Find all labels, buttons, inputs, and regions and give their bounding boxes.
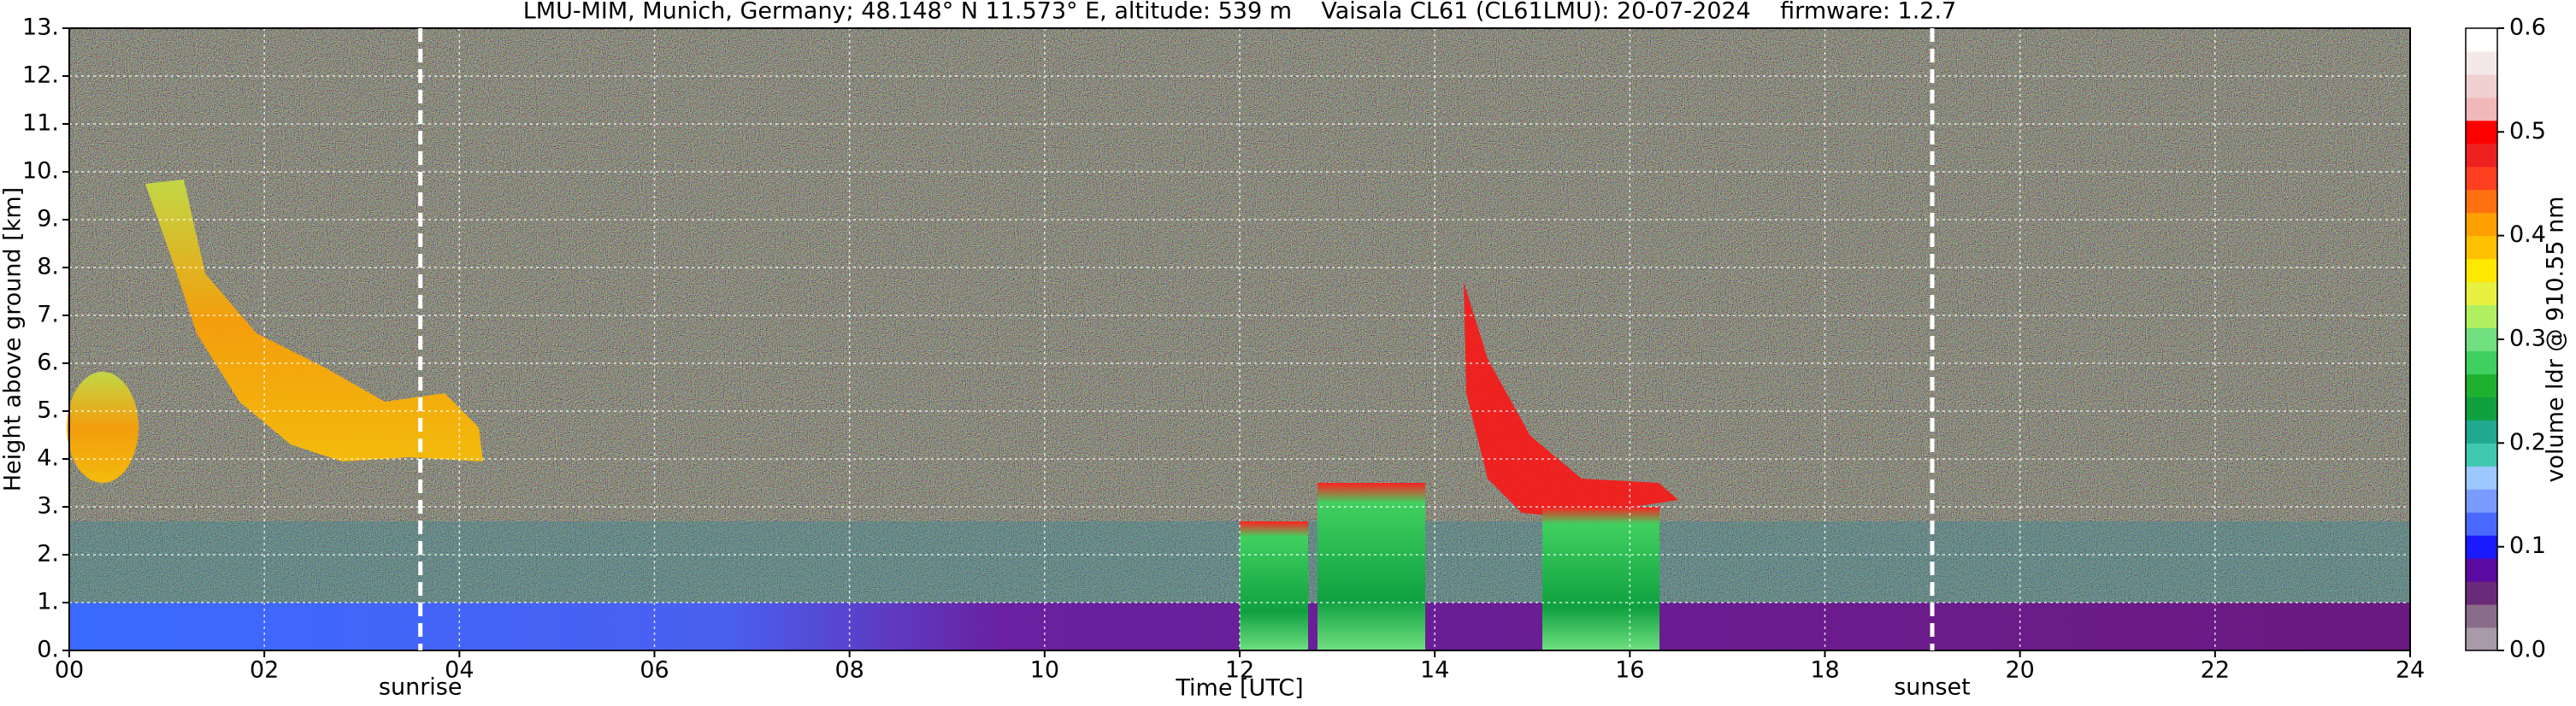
colorbar-label: volume ldr @ 910.55 nm [2543,197,2569,483]
colorbar-tick-label: 0.0 [2509,637,2546,663]
colorbar-band [2466,120,2497,144]
colorbar-band [2466,374,2497,397]
x-tick-label: 00 [55,657,84,684]
y-tick-label: 8. [37,254,59,280]
cirrus [67,372,139,483]
colorbar-band [2466,512,2497,536]
colorbar-band [2466,74,2497,98]
y-tick-label: 6. [37,350,59,376]
colorbar-tick-label: 0.5 [2509,118,2546,144]
x-tick-label: 06 [640,657,669,684]
colorbar-band [2466,281,2497,306]
y-tick-label: 7. [37,302,59,328]
y-tick-label: 0. [37,637,59,663]
y-tick-label: 5. [37,397,59,424]
x-tick-label: 18 [1810,657,1839,684]
x-tick-label: 16 [1615,657,1644,684]
colorbar-band [2466,97,2497,121]
colorbar-band [2466,258,2497,283]
colorbar-band [2466,189,2497,214]
colorbar-tick-label: 0.3 [2509,326,2546,352]
x-tick-label: 04 [445,657,474,684]
x-tick-label: 20 [2005,657,2034,684]
y-tick-label: 9. [37,206,59,232]
x-tick-label: 12 [1225,657,1254,684]
x-tick-label: 08 [834,657,864,684]
colorbar-band [2466,327,2497,351]
y-tick-label: 4. [37,445,59,472]
heatmap [67,28,2410,650]
colorbar-band [2466,604,2497,628]
colorbar-tick-label: 0.6 [2509,15,2546,41]
colorbar-band [2466,143,2497,168]
colorbar-band [2466,466,2497,490]
colorbar-tick-label: 0.2 [2509,429,2546,456]
colorbar-band [2466,350,2497,374]
colorbar-band [2466,489,2497,513]
x-tick-label: 02 [250,657,279,684]
y-tick-label: 2. [37,541,59,568]
plume [1464,282,1678,517]
colorbar-band [2466,581,2497,605]
cloud-column [1317,483,1425,650]
colorbar-tick-label: 0.4 [2509,221,2546,248]
x-tick-label: 22 [2201,657,2230,684]
annotation-label: sunset [1894,674,1971,701]
colorbar-band [2466,558,2497,582]
x-tick-label: 10 [1030,657,1059,684]
y-tick-label: 12. [22,62,59,89]
y-axis-label: Height above ground [km] [0,187,27,491]
x-axis-label: Time [UTC] [1175,675,1303,702]
colorbar-band [2466,50,2497,75]
y-tick-label: 3. [37,493,59,520]
colorbar-band [2466,443,2497,467]
y-tick-label: 11. [22,110,59,137]
y-tick-label: 10. [22,158,59,185]
x-tick-label: 24 [2396,657,2425,684]
y-tick-label: 13. [22,15,59,41]
colorbar-band [2466,212,2497,237]
colorbar-band [2466,397,2497,421]
colorbar-band [2466,166,2497,191]
colorbar-band [2466,627,2497,651]
x-tick-label: 14 [1420,657,1449,684]
cloud-column [1240,521,1308,650]
cloud-column [1542,507,1659,650]
colorbar-band [2466,28,2497,52]
annotation-label: sunrise [379,674,463,701]
chart-title: LMU-MIM, Munich, Germany; 48.148° N 11.5… [523,0,1957,25]
colorbar-tick-label: 0.1 [2509,532,2546,559]
cirrus [145,179,483,462]
colorbar-band [2466,304,2497,329]
colorbar-band [2466,535,2497,559]
y-tick-label: 1. [37,589,59,615]
colorbar-band [2466,420,2497,444]
colorbar-band [2466,235,2497,260]
